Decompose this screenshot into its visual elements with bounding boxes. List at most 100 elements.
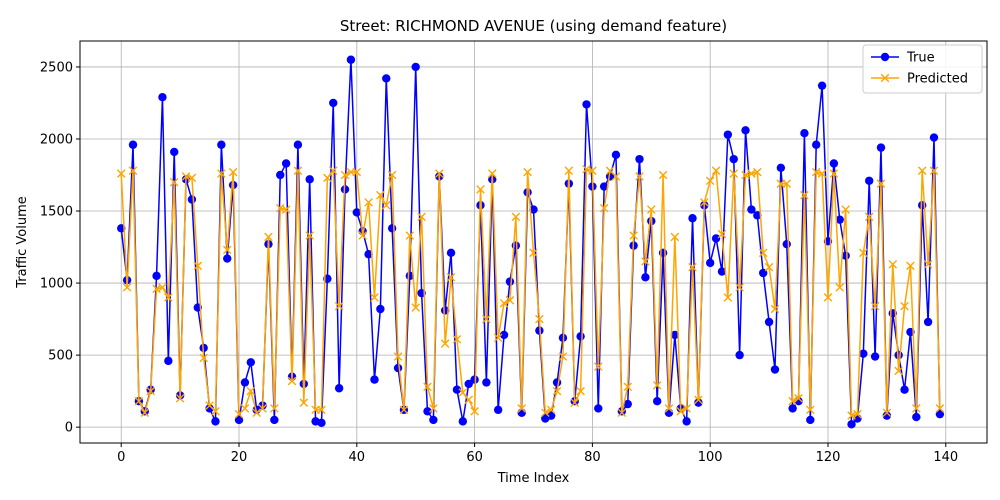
data-point: [458, 417, 468, 426]
data-point: [859, 248, 868, 258]
data-point: [493, 405, 503, 415]
data-point: [317, 405, 326, 415]
data-point: [122, 283, 132, 292]
data-point: [670, 330, 680, 340]
data-point: [334, 301, 344, 311]
data-point: [723, 130, 733, 139]
data-point: [387, 224, 397, 233]
data-point: [411, 303, 421, 312]
data-point: [847, 420, 856, 429]
data-point: [923, 317, 933, 327]
data-point: [482, 378, 491, 387]
data-point: [158, 92, 167, 102]
data-point: [729, 169, 739, 178]
y-axis-label: Traffic Volume: [15, 196, 30, 289]
data-point: [358, 231, 367, 240]
data-point: [705, 176, 715, 186]
data-point: [417, 212, 426, 222]
axis-ticks: 0 20 40 60 80 100 120 140 0 500 1000 1500 2000 2500: [40, 60, 958, 465]
chart-title: Street: RICHMOND AVENUE (using demand fe…: [340, 17, 727, 35]
x-tick-label: 120: [816, 450, 841, 465]
data-point: [540, 408, 550, 418]
data-point: [917, 166, 927, 175]
data-point: [806, 405, 815, 415]
data-point: [517, 408, 526, 417]
y-tick-label: 2500: [40, 60, 73, 75]
x-tick-label: 140: [933, 450, 958, 465]
data-point: [175, 394, 185, 403]
data-point: [764, 317, 774, 327]
data-point: [546, 411, 556, 420]
data-point: [116, 169, 126, 178]
data-point: [446, 248, 456, 258]
data-point: [747, 205, 756, 214]
data-point: [146, 386, 155, 396]
data-point: [382, 74, 391, 83]
series-layer: [116, 55, 945, 429]
data-point: [788, 404, 797, 413]
data-point: [912, 404, 921, 413]
data-point: [735, 350, 744, 360]
data-point: [258, 404, 267, 413]
data-point: [470, 375, 479, 384]
data-point: [240, 378, 250, 387]
data-point: [205, 404, 214, 413]
data-point: [334, 384, 344, 393]
data-point: [711, 234, 721, 243]
data-point: [211, 417, 220, 426]
data-point: [293, 166, 303, 175]
data-point: [599, 203, 609, 213]
data-point: [923, 260, 933, 269]
data-point: [187, 173, 197, 183]
data-point: [593, 362, 603, 371]
data-point: [222, 245, 232, 255]
data-point: [529, 248, 538, 258]
data-point: [276, 170, 285, 180]
data-point: [723, 293, 733, 302]
data-point: [440, 339, 450, 348]
data-point: [523, 167, 532, 177]
data-point: [558, 352, 568, 361]
data-point: [870, 301, 880, 311]
data-point: [464, 379, 473, 389]
data-point: [387, 170, 397, 180]
data-point: [641, 257, 650, 266]
data-point: [676, 407, 686, 416]
data-point: [882, 408, 892, 418]
legend-marker: [880, 52, 890, 62]
data-point: [299, 398, 309, 407]
data-point: [770, 304, 780, 314]
data-point: [340, 170, 350, 180]
data-point: [641, 273, 650, 282]
data-point: [364, 250, 373, 259]
data-point: [376, 304, 385, 314]
data-point: [370, 293, 379, 302]
data-point: [346, 55, 356, 64]
data-point: [264, 232, 273, 242]
data-point: [635, 172, 644, 181]
data-point: [859, 349, 868, 358]
data-point: [735, 283, 744, 292]
data-point: [900, 301, 909, 311]
data-point: [158, 283, 167, 292]
data-point: [664, 408, 674, 417]
y-tick-label: 500: [48, 349, 73, 364]
data-point: [228, 167, 238, 177]
data-point: [912, 412, 921, 422]
data-point: [835, 283, 845, 292]
data-point: [835, 215, 844, 224]
data-point: [164, 293, 173, 302]
data-point: [199, 353, 208, 363]
data-point: [576, 386, 585, 396]
data-point: [576, 332, 585, 341]
data-point: [305, 231, 314, 240]
data-point: [211, 407, 220, 416]
data-point: [817, 169, 827, 178]
data-point: [217, 140, 226, 149]
data-point: [865, 176, 874, 185]
data-point: [717, 267, 727, 276]
data-point: [582, 100, 591, 109]
data-point: [806, 415, 815, 425]
data-point: [646, 205, 656, 214]
